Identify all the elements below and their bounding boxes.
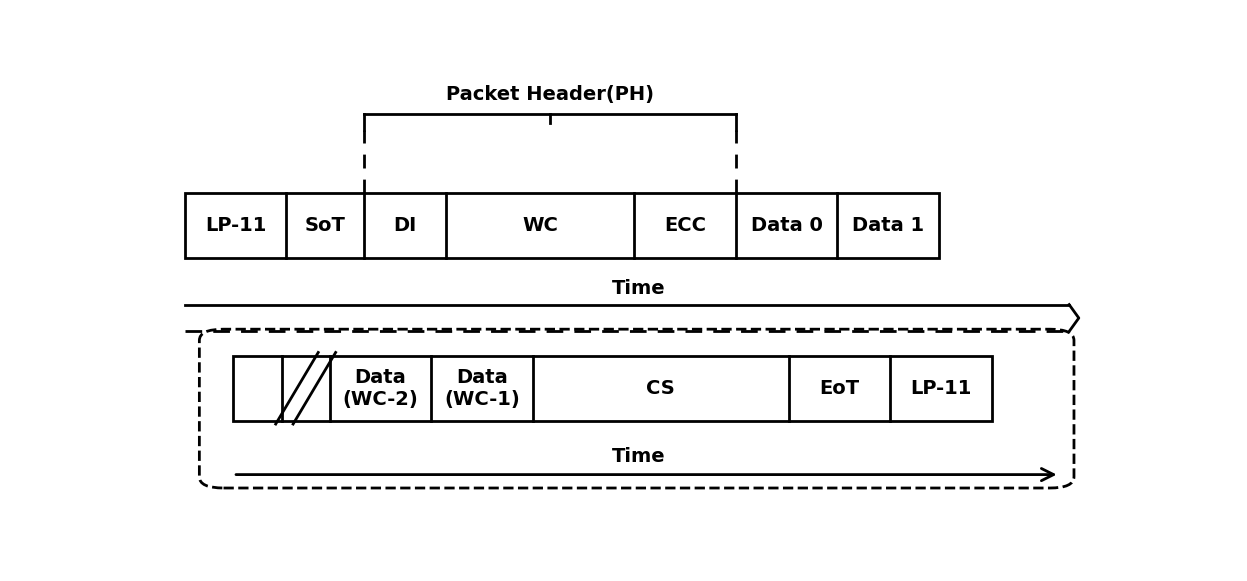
Text: Data
(WC-2): Data (WC-2) [343, 368, 419, 409]
Text: CS: CS [646, 379, 675, 398]
Text: SoT: SoT [304, 216, 345, 235]
Text: DI: DI [393, 216, 416, 235]
Text: LP-11: LP-11 [910, 379, 971, 398]
Text: Data 0: Data 0 [751, 216, 823, 235]
Text: WC: WC [522, 216, 557, 235]
Text: EoT: EoT [819, 379, 859, 398]
Text: ECC: ECC [663, 216, 706, 235]
Text: Packet Header(PH): Packet Header(PH) [445, 85, 653, 104]
Bar [233, 356, 991, 421]
Text: Data
(WC-1): Data (WC-1) [444, 368, 520, 409]
Text: Data 1: Data 1 [852, 216, 924, 235]
Text: Time: Time [612, 447, 666, 466]
Text: Time: Time [612, 279, 666, 299]
Bar [185, 193, 939, 257]
Text: LP-11: LP-11 [205, 216, 267, 235]
